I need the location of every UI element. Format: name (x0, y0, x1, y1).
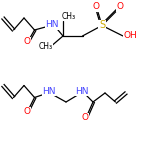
Text: OH: OH (124, 32, 137, 40)
Text: O: O (24, 107, 30, 116)
Text: O: O (93, 2, 99, 11)
Text: CH₃: CH₃ (39, 42, 53, 51)
Text: O: O (117, 2, 123, 11)
Text: HN: HN (45, 20, 58, 29)
Text: O: O (82, 113, 89, 122)
Text: S: S (99, 21, 105, 30)
Text: CH₃: CH₃ (62, 12, 76, 21)
Text: HN: HN (42, 87, 56, 96)
Text: HN: HN (75, 87, 88, 96)
Text: O: O (24, 38, 30, 46)
